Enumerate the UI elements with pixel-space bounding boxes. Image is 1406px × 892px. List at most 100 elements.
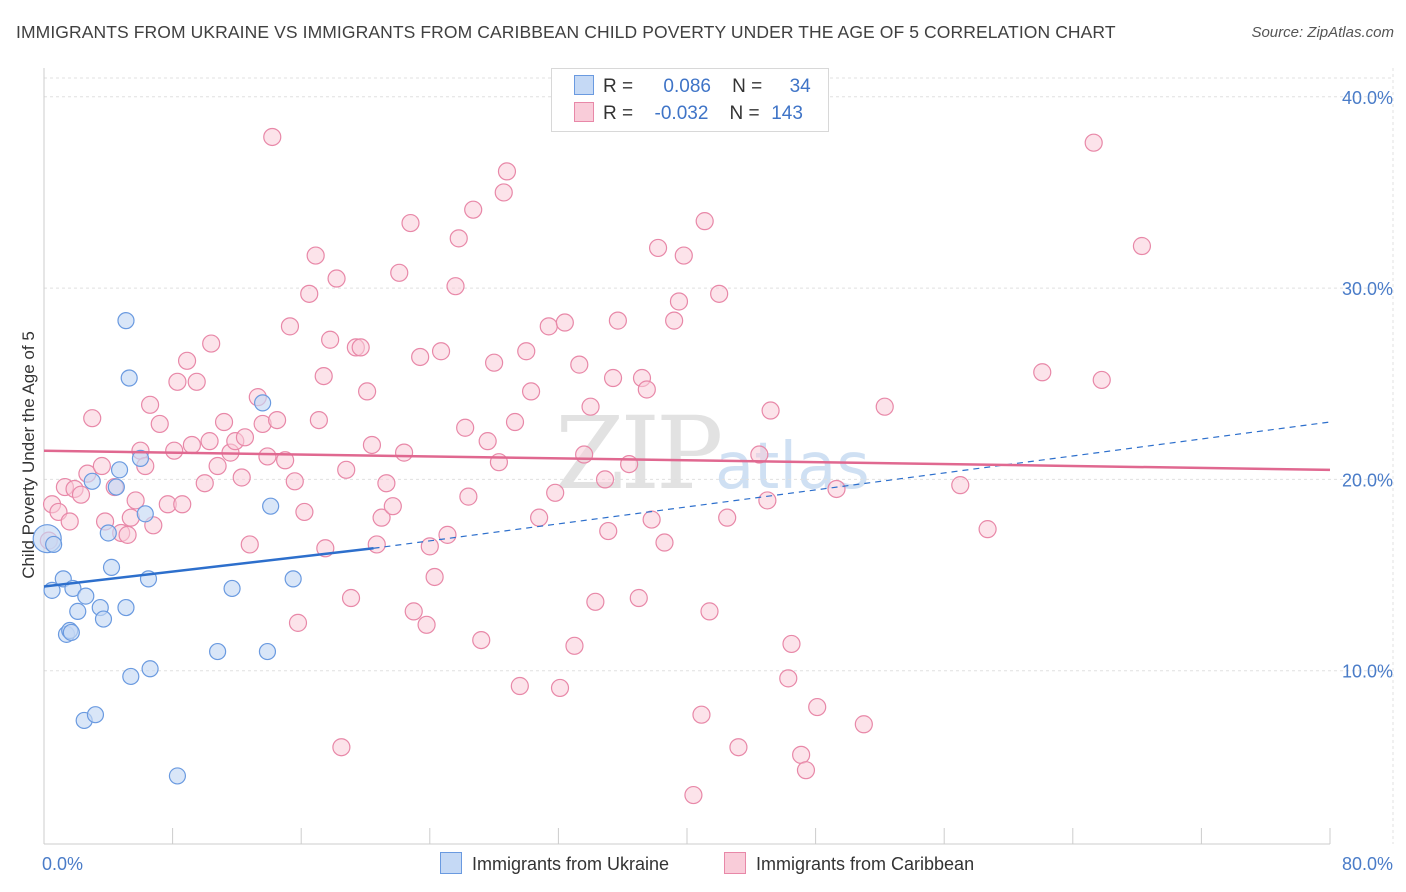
caribbean-point bbox=[182, 435, 201, 455]
y-tick-label: 10.0% bbox=[1342, 662, 1393, 682]
caribbean-point bbox=[684, 785, 703, 805]
caribbean-point bbox=[449, 229, 468, 248]
caribbean-point bbox=[306, 246, 325, 265]
caribbean-trend-line bbox=[43, 449, 1331, 472]
ukraine-point bbox=[168, 767, 187, 785]
caribbean-point bbox=[309, 410, 328, 430]
caribbean-r-value: -0.032 bbox=[654, 103, 709, 124]
caribbean-point bbox=[1132, 236, 1152, 256]
legend-row-ukraine: R = 0.086 N = 34 bbox=[574, 75, 811, 98]
caribbean-point bbox=[750, 445, 769, 464]
y-tick-label: 40.0% bbox=[1342, 88, 1393, 108]
caribbean-point bbox=[446, 277, 465, 296]
caribbean-point bbox=[332, 738, 351, 757]
grid-lines bbox=[44, 68, 1394, 844]
caribbean-point bbox=[472, 630, 491, 650]
caribbean-point bbox=[700, 602, 719, 621]
caribbean-point bbox=[420, 537, 439, 556]
source-label: Source: ZipAtlas.com bbox=[1251, 24, 1394, 41]
caribbean-point bbox=[383, 497, 402, 516]
chart-title: IMMIGRANTS FROM UKRAINE VS IMMIGRANTS FR… bbox=[16, 22, 1116, 42]
caribbean-point bbox=[517, 342, 536, 361]
legend-n-label: N = bbox=[732, 76, 763, 97]
caribbean-point bbox=[796, 761, 816, 780]
caribbean-point bbox=[530, 508, 549, 527]
caribbean-point bbox=[497, 162, 517, 181]
caribbean-point bbox=[808, 697, 827, 717]
caribbean-point bbox=[459, 487, 478, 506]
caribbean-point bbox=[595, 470, 615, 489]
ukraine-point bbox=[284, 570, 302, 588]
ukraine-point bbox=[258, 642, 277, 661]
caribbean-point bbox=[341, 588, 361, 608]
caribbean-point bbox=[263, 127, 282, 147]
ukraine-n-value: 34 bbox=[789, 76, 811, 97]
caribbean-point bbox=[729, 738, 748, 757]
ukraine-point bbox=[262, 497, 280, 515]
caribbean-point bbox=[629, 588, 648, 608]
caribbean-points bbox=[39, 127, 1152, 805]
caribbean-point bbox=[280, 317, 300, 336]
ukraine-point bbox=[77, 587, 95, 605]
caribbean-point bbox=[951, 476, 970, 495]
caribbean-point bbox=[140, 395, 160, 414]
caribbean-point bbox=[60, 512, 79, 531]
caribbean-point bbox=[608, 311, 627, 330]
ukraine-point bbox=[254, 394, 272, 412]
caribbean-point bbox=[692, 705, 711, 724]
ukraine-point bbox=[117, 598, 135, 617]
ukraine-trend-extension bbox=[373, 421, 1331, 549]
caribbean-point bbox=[321, 330, 340, 349]
caribbean-point bbox=[718, 508, 737, 527]
correlation-legend: R = 0.086 N = 34 R = -0.032 N = 143 bbox=[551, 68, 829, 132]
ukraine-legend-label: Immigrants from Ukraine bbox=[472, 854, 670, 874]
caribbean-point bbox=[758, 491, 777, 510]
ukraine-point bbox=[141, 660, 159, 678]
ukraine-trend-line bbox=[43, 547, 374, 588]
caribbean-point bbox=[208, 456, 227, 476]
caribbean-point bbox=[425, 567, 444, 587]
caribbean-point bbox=[565, 636, 584, 655]
caribbean-point bbox=[669, 292, 689, 311]
caribbean-point bbox=[358, 382, 377, 401]
caribbean-point bbox=[411, 347, 430, 367]
caribbean-point bbox=[118, 525, 137, 544]
legend-r-label: R = bbox=[603, 76, 634, 97]
caribbean-point bbox=[782, 634, 801, 654]
caribbean-point bbox=[510, 676, 529, 696]
caribbean-point bbox=[827, 479, 846, 499]
caribbean-point bbox=[555, 313, 574, 332]
caribbean-point bbox=[779, 669, 798, 688]
caribbean-point bbox=[202, 334, 221, 353]
caribbean-point bbox=[665, 311, 684, 330]
axes bbox=[43, 68, 1331, 845]
caribbean-n-value: 143 bbox=[771, 103, 803, 124]
ukraine-point bbox=[86, 706, 105, 724]
ukraine-r-value: 0.086 bbox=[663, 76, 711, 97]
caribbean-point bbox=[235, 428, 255, 447]
caribbean-point bbox=[71, 485, 91, 504]
caribbean-point bbox=[550, 678, 570, 698]
caribbean-point bbox=[92, 456, 111, 476]
caribbean-point bbox=[200, 432, 219, 451]
ukraine-point bbox=[122, 667, 140, 686]
caribbean-point bbox=[187, 372, 206, 391]
ukraine-point bbox=[102, 558, 121, 576]
ukraine-swatch bbox=[574, 75, 594, 95]
caribbean-point bbox=[792, 745, 811, 764]
caribbean-point bbox=[362, 435, 382, 455]
y-tick-label: 20.0% bbox=[1342, 470, 1393, 490]
caribbean-point bbox=[295, 502, 314, 522]
caribbean-point bbox=[173, 495, 192, 514]
caribbean-point bbox=[285, 472, 304, 491]
caribbean-point bbox=[539, 317, 558, 336]
caribbean-point bbox=[438, 525, 457, 544]
caribbean-point bbox=[648, 238, 668, 258]
ukraine-legend-swatch bbox=[440, 852, 462, 874]
caribbean-point bbox=[485, 353, 504, 372]
ukraine-point bbox=[45, 535, 63, 554]
caribbean-point bbox=[401, 213, 420, 233]
caribbean-point bbox=[214, 412, 234, 432]
caribbean-point bbox=[1033, 363, 1052, 382]
